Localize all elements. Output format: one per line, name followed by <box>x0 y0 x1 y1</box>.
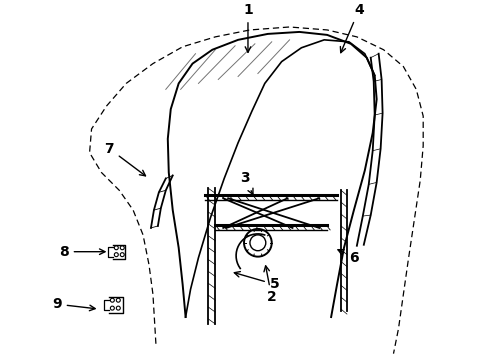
Text: 3: 3 <box>240 171 253 194</box>
Text: 9: 9 <box>52 297 95 311</box>
Text: 4: 4 <box>341 3 364 53</box>
Text: 1: 1 <box>243 3 253 52</box>
Text: 6: 6 <box>338 250 359 265</box>
Text: 2: 2 <box>264 266 276 304</box>
Text: 8: 8 <box>59 245 105 259</box>
Text: 7: 7 <box>104 142 146 176</box>
Text: 5: 5 <box>234 271 280 291</box>
